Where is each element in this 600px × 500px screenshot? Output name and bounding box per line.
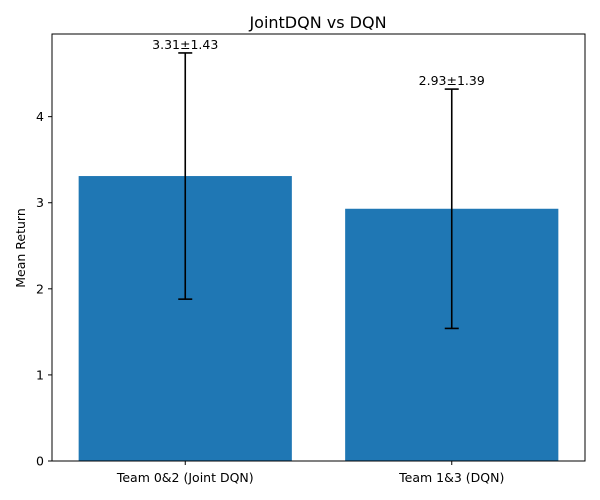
y-tick-label: 0 xyxy=(36,454,44,469)
y-tick-label: 3 xyxy=(36,195,44,210)
y-tick-label: 2 xyxy=(36,281,44,296)
data-label: 3.31±1.43 xyxy=(152,37,218,52)
y-axis-label: Mean Return xyxy=(13,208,28,288)
data-labels-group: 3.31±1.43 2.93±1.39 xyxy=(152,37,485,88)
chart-title: JointDQN vs DQN xyxy=(248,13,386,32)
x-axis-ticks: Team 0&2 (Joint DQN) Team 1&3 (DQN) xyxy=(116,461,504,485)
bars-group xyxy=(78,176,559,461)
y-axis-ticks: 0 1 2 3 4 xyxy=(36,109,52,469)
y-tick-label: 1 xyxy=(36,367,44,382)
y-tick-label: 4 xyxy=(36,109,44,124)
error-bars-group xyxy=(178,52,459,330)
x-tick-label: Team 1&3 (DQN) xyxy=(398,470,504,485)
plot-frame xyxy=(51,33,586,462)
x-tick-label: Team 0&2 (Joint DQN) xyxy=(116,470,254,485)
data-label: 2.93±1.39 xyxy=(419,73,485,88)
